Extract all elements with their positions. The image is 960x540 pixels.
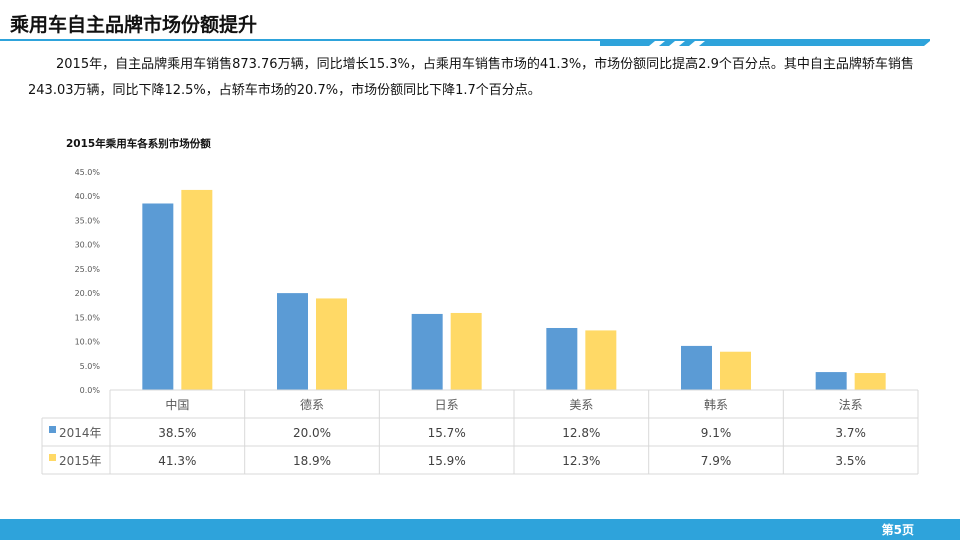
chart-title: 2015年乘用车各系别市场份额: [66, 138, 211, 150]
bar-2015-4: [720, 351, 751, 390]
bar-2015-5: [854, 373, 886, 390]
table-value: 41.3%: [158, 454, 196, 468]
category-label: 中国: [165, 397, 189, 412]
title-underline: [0, 39, 930, 46]
category-label: 德系: [300, 397, 324, 412]
legend-key: [49, 454, 56, 461]
table-value: 12.3%: [562, 454, 600, 468]
category-label: 美系: [569, 398, 593, 412]
bar-2015-0: [181, 189, 213, 390]
table-value: 12.8%: [562, 426, 600, 440]
summary-paragraph: 2015年，自主品牌乘用车销售873.76万辆，同比增长15.3%，占乘用车销售…: [28, 57, 914, 98]
bar-2014-3: [546, 327, 578, 390]
table-value: 18.9%: [293, 454, 331, 468]
bar-2015-2: [450, 312, 482, 390]
bar-2015-3: [585, 330, 617, 390]
y-tick-label: 40.0%: [75, 192, 101, 201]
bar-2014-1: [277, 293, 308, 390]
slide-title: 乘用车自主品牌市场份额提升: [10, 14, 258, 36]
legend-key: [49, 426, 56, 433]
bar-2014-0: [142, 203, 174, 390]
y-tick-label: 5.0%: [80, 362, 101, 371]
series-name: 2015年: [59, 454, 102, 468]
category-label: 韩系: [704, 397, 728, 412]
footer-bar: 第5页: [0, 519, 960, 540]
table-value: 15.7%: [428, 426, 466, 440]
y-tick-label: 10.0%: [75, 338, 101, 347]
category-label: 日系: [435, 398, 459, 412]
bar-2015-1: [316, 298, 347, 390]
table-value: 3.5%: [835, 454, 866, 468]
y-tick-label: 20.0%: [75, 289, 101, 298]
bar-2014-4: [681, 345, 712, 390]
y-tick-label: 15.0%: [75, 313, 101, 322]
market-share-chart: 0.0% 5.0% 10.0% 15.0% 20.0% 25.0% 30.0% 35.0% 40…: [41, 168, 919, 475]
table-value: 20.0%: [293, 426, 331, 440]
series-name: 2014年: [59, 426, 102, 440]
category-label: 法系: [839, 398, 863, 412]
y-tick-label: 25.0%: [75, 265, 101, 274]
table-value: 3.7%: [835, 426, 866, 440]
bar-2014-2: [411, 313, 443, 390]
y-tick-label: 45.0%: [75, 168, 101, 177]
y-tick-label: 0.0%: [80, 386, 101, 395]
y-tick-label: 30.0%: [75, 241, 101, 250]
table-value: 38.5%: [158, 426, 196, 440]
bar-2014-5: [815, 372, 847, 390]
table-value: 9.1%: [701, 426, 732, 440]
page-number: 第5页: [881, 523, 914, 537]
table-value: 15.9%: [428, 454, 466, 468]
y-tick-label: 35.0%: [75, 216, 101, 225]
table-value: 7.9%: [701, 454, 732, 468]
